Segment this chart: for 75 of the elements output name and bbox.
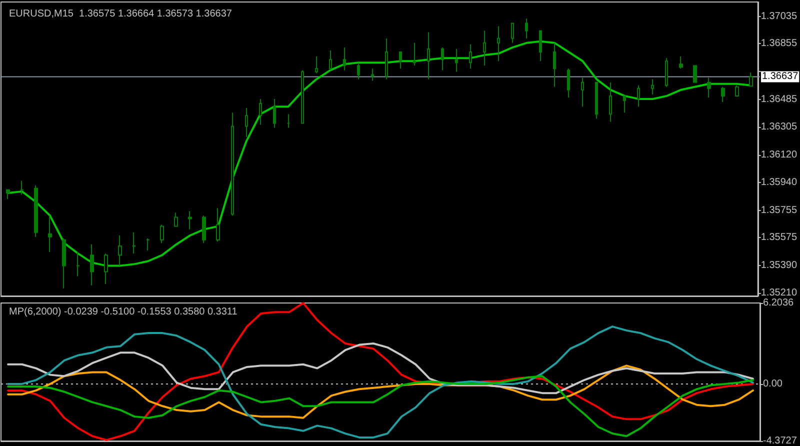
candlestick (637, 84, 640, 108)
y-tick-label: 1.36485 (760, 94, 798, 106)
candlestick (371, 68, 374, 82)
y-tick-label: -4.3727 (763, 436, 798, 446)
candlestick (315, 56, 318, 74)
y-tick-label: 1.36305 (760, 122, 798, 133)
candlestick (735, 84, 739, 96)
candlestick (483, 30, 486, 66)
line-series (7, 40, 752, 267)
line-series (7, 375, 754, 438)
candlestick (34, 184, 38, 238)
candlestick (721, 86, 725, 103)
candlestick (749, 72, 753, 87)
ref-line-label: 1.36637 (762, 71, 799, 82)
candlestick (553, 42, 556, 88)
candlestick (160, 224, 164, 244)
candlestick (343, 46, 346, 71)
candlestick (287, 114, 290, 128)
candlestick (693, 65, 697, 83)
candlestick (469, 44, 472, 70)
y-tick-label: 1.35575 (760, 232, 798, 244)
candlestick (511, 22, 514, 44)
candlestick (104, 253, 108, 284)
candlestick (497, 26, 500, 62)
candlestick (48, 215, 52, 253)
candlestick (413, 42, 416, 66)
candlestick (20, 180, 24, 195)
y-tick-label: 1.37035 (760, 10, 798, 22)
candlestick (707, 77, 711, 98)
candlestick (216, 208, 220, 242)
y-tick-label: 1.36855 (760, 38, 798, 50)
candlestick (609, 82, 612, 122)
candlestick (441, 46, 444, 71)
candlestick (329, 50, 332, 71)
candlestick (132, 232, 136, 254)
candlestick (62, 238, 66, 289)
y-tick-label: 1.35940 (760, 176, 798, 188)
candlestick (357, 62, 360, 80)
candlestick (455, 48, 458, 72)
candlestick (6, 189, 10, 200)
candlestick (427, 32, 430, 80)
line-series (7, 364, 754, 419)
candlestick (665, 58, 668, 88)
candlestick (595, 82, 598, 120)
candlestick (525, 18, 528, 39)
candlestick (245, 108, 248, 138)
candlestick (651, 78, 654, 95)
chart-title: MP(6,2000) -0.0239 -0.5100 -0.1553 0.3580 0.3311 (9, 306, 238, 318)
candlestick (259, 98, 262, 126)
candlestick (90, 244, 94, 286)
candlestick (385, 38, 388, 80)
candlestick (202, 215, 206, 244)
y-tick-label: 1.35390 (760, 260, 798, 272)
text: EURUSD,M15 1.36575 1.36664 1.36573 1.36637 (9, 8, 232, 20)
candlestick (118, 234, 122, 266)
y-tick-label: 1.36120 (760, 150, 798, 161)
candlestick (679, 56, 683, 70)
candlestick (174, 212, 178, 227)
candlestick (581, 77, 584, 108)
y-tick-label: 1.35210 (760, 287, 798, 298)
candlestick (399, 52, 402, 70)
y-tick-label: 1.35755 (760, 204, 798, 216)
candlestick (539, 30, 542, 62)
candlestick (301, 70, 304, 124)
y-tick-label: 6.2036 (763, 298, 794, 308)
candlestick (76, 252, 80, 277)
candlestick (231, 112, 234, 216)
y-tick-label: 0.00 (763, 378, 783, 390)
line-series (7, 302, 754, 442)
candlestick (567, 68, 570, 98)
candlestick (623, 95, 626, 114)
candlestick (188, 210, 192, 230)
candlestick (273, 98, 276, 128)
line-series (7, 326, 754, 438)
candlestick (146, 238, 150, 252)
